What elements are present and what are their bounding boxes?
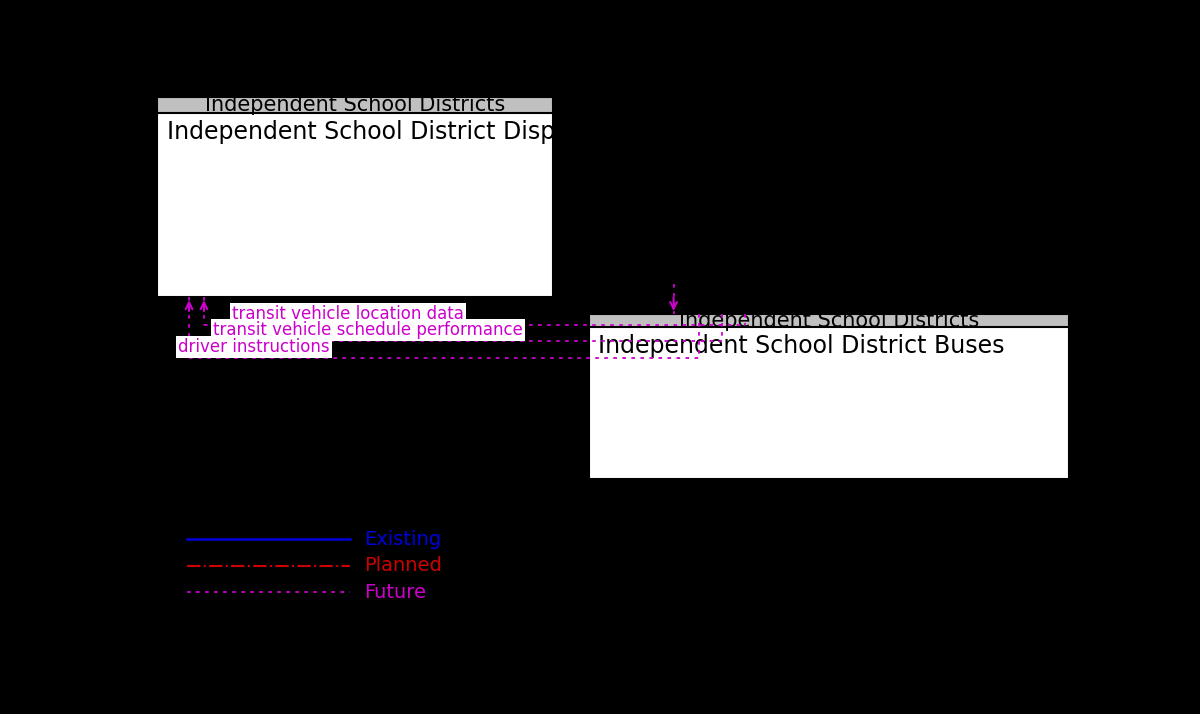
Text: Planned: Planned xyxy=(364,556,442,575)
Text: transit vehicle location data: transit vehicle location data xyxy=(232,305,463,323)
Bar xyxy=(589,314,1069,327)
Text: driver instructions: driver instructions xyxy=(178,338,330,356)
Text: transit vehicle schedule performance: transit vehicle schedule performance xyxy=(214,321,523,339)
Bar xyxy=(157,96,553,297)
Bar xyxy=(157,96,553,113)
Text: Independent School District Buses: Independent School District Buses xyxy=(599,334,1004,358)
Bar xyxy=(589,314,1069,479)
Text: Independent School Districts: Independent School Districts xyxy=(679,311,979,331)
Text: Future: Future xyxy=(364,583,426,601)
Text: Existing: Existing xyxy=(364,530,442,549)
Text: Independent School Districts: Independent School Districts xyxy=(205,95,505,115)
Text: Independent School District Dispatch: Independent School District Dispatch xyxy=(167,120,607,144)
